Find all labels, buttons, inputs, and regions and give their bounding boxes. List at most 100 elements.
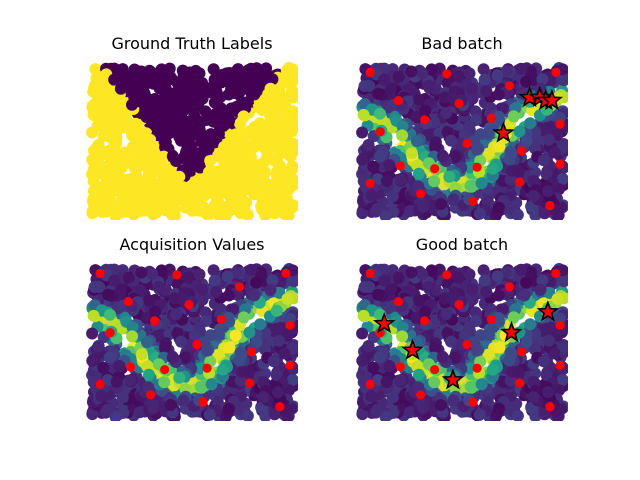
data-point — [507, 110, 520, 123]
data-point — [175, 134, 187, 147]
data-point — [534, 283, 547, 296]
data-point — [486, 162, 499, 175]
data-point — [405, 147, 418, 160]
data-point — [520, 75, 533, 88]
data-point — [257, 391, 270, 404]
data-point — [379, 411, 392, 421]
data-point — [270, 304, 283, 317]
data-point — [278, 146, 291, 159]
data-point — [122, 70, 135, 83]
data-point — [229, 128, 242, 141]
data-point — [242, 366, 255, 379]
data-point — [126, 98, 138, 111]
data-point — [87, 175, 100, 188]
data-point — [466, 283, 478, 296]
data-point — [250, 335, 263, 348]
data-point — [193, 362, 206, 375]
data-point — [105, 124, 118, 137]
data-point — [367, 160, 380, 173]
data-point — [491, 69, 504, 82]
data-point — [150, 117, 163, 130]
data-point — [380, 175, 393, 187]
labeled-point-marker — [125, 362, 135, 372]
data-point — [356, 126, 369, 139]
data-point — [422, 79, 435, 92]
data-point — [143, 93, 155, 106]
data-point — [147, 200, 160, 213]
data-point — [268, 408, 281, 421]
data-point — [425, 63, 438, 76]
labeled-point-marker — [105, 328, 115, 338]
labeled-point-marker — [160, 365, 170, 375]
data-point — [480, 286, 493, 298]
labeled-point-marker — [515, 378, 525, 388]
data-point — [425, 264, 438, 277]
data-point — [396, 321, 409, 334]
data-point — [537, 355, 550, 368]
data-point — [222, 289, 235, 302]
panel-title-bad-batch: Bad batch — [421, 34, 502, 53]
data-point — [237, 110, 250, 123]
data-point — [164, 198, 177, 210]
data-point — [504, 173, 517, 186]
labeled-point-marker — [393, 96, 403, 106]
data-point — [89, 63, 102, 76]
labeled-point-marker — [365, 178, 375, 188]
labeled-point-marker — [395, 362, 405, 372]
data-point — [92, 339, 105, 352]
data-point — [222, 311, 235, 324]
data-point — [371, 202, 384, 215]
data-point — [234, 173, 247, 186]
data-point — [520, 335, 533, 348]
data-point — [272, 386, 284, 399]
labeled-point-marker — [375, 127, 385, 137]
data-point — [142, 368, 155, 381]
batch-star-marker — [500, 320, 523, 343]
data-point — [357, 108, 370, 121]
data-point — [221, 270, 234, 283]
data-point — [103, 150, 116, 163]
data-point — [222, 88, 235, 101]
data-point — [503, 153, 516, 166]
data-point — [429, 141, 442, 154]
markers-acquisition-values — [95, 268, 295, 412]
labeled-point-marker — [150, 316, 160, 326]
data-point — [182, 271, 195, 284]
labeled-point-marker — [281, 268, 291, 278]
data-point — [86, 354, 99, 367]
data-point — [384, 283, 397, 296]
data-point — [126, 129, 139, 142]
data-point — [264, 82, 277, 95]
labeled-point-marker — [468, 397, 478, 407]
data-point — [141, 336, 153, 349]
data-point — [383, 159, 396, 171]
data-point — [473, 408, 486, 421]
data-point — [512, 366, 525, 379]
labeled-point-marker — [420, 115, 430, 125]
data-point — [466, 82, 478, 95]
data-point — [365, 189, 378, 202]
data-point — [122, 271, 135, 284]
data-point — [543, 133, 555, 146]
data-point — [429, 342, 442, 355]
data-point — [492, 402, 505, 415]
data-point — [356, 153, 369, 166]
panel-good-batch: Good batch — [356, 235, 568, 421]
data-point — [464, 179, 477, 192]
data-point — [266, 73, 279, 86]
data-point — [412, 167, 425, 180]
labeled-point-marker — [416, 189, 426, 199]
data-point — [503, 354, 516, 367]
data-point — [155, 63, 168, 76]
labeled-point-marker — [504, 81, 515, 91]
data-point — [378, 274, 391, 287]
labeled-point-marker — [486, 113, 496, 123]
data-point — [113, 159, 126, 171]
data-point — [147, 401, 160, 414]
batch-star-marker — [373, 311, 396, 334]
data-point — [278, 347, 291, 360]
data-point — [403, 205, 416, 218]
scatter-ground-truth — [86, 62, 298, 220]
data-point — [257, 190, 270, 203]
data-point — [126, 330, 139, 343]
